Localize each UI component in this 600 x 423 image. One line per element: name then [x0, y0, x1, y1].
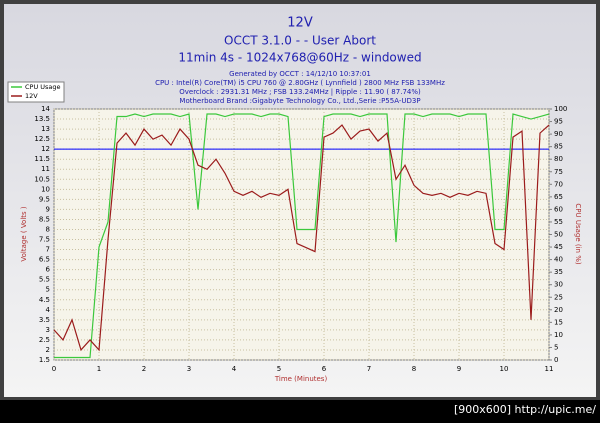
y2-tick-label: 0 — [554, 356, 558, 364]
y2-tick-label: 10 — [554, 331, 563, 339]
y-tick-label: 10.5 — [34, 175, 50, 183]
x-tick-label: 2 — [142, 365, 146, 373]
y-tick-label: 7.5 — [39, 236, 50, 244]
chart-title: 12V — [287, 16, 313, 31]
y2-tick-label: 15 — [554, 318, 563, 326]
y2-tick-label: 90 — [554, 130, 563, 138]
y-tick-label: 12.5 — [34, 135, 50, 143]
plot-area — [53, 108, 550, 361]
y-tick-label: 13.5 — [34, 115, 50, 123]
y2-tick-label: 40 — [554, 256, 563, 264]
y-tick-label: 3.5 — [39, 316, 50, 324]
y2-tick-label: 5 — [554, 343, 558, 351]
y2-tick-label: 30 — [554, 281, 563, 289]
y-tick-label: 12 — [41, 145, 50, 153]
title-line: OCCT 3.1.0 - - User Abort — [224, 34, 376, 48]
x-tick-label: 9 — [457, 365, 461, 373]
y2-tick-label: 35 — [554, 268, 563, 276]
y2-tick-label: 25 — [554, 293, 563, 301]
watermark-bar — [0, 400, 600, 419]
y-tick-label: 4 — [46, 306, 51, 314]
y-tick-label: 10 — [41, 185, 50, 193]
x-axis-label: Time (Minutes) — [274, 375, 328, 383]
y-tick-label: 9 — [46, 205, 50, 213]
y-tick-label: 2 — [46, 346, 50, 354]
legend-label: CPU Usage — [25, 83, 61, 91]
y-tick-label: 14 — [41, 105, 50, 113]
x-tick-label: 5 — [277, 365, 281, 373]
x-tick-label: 3 — [187, 365, 191, 373]
watermark: [900x600] http://upic.me/ — [454, 403, 596, 416]
x-tick-label: 11 — [545, 365, 554, 373]
subtitle-line: Overclock : 2931.31 MHz ; FSB 133.24MHz … — [179, 88, 421, 96]
y2-tick-label: 45 — [554, 243, 563, 251]
y2-tick-label: 85 — [554, 143, 563, 151]
y-tick-label: 4.5 — [39, 296, 50, 304]
y2-tick-label: 95 — [554, 118, 563, 126]
y-tick-label: 5.5 — [39, 276, 50, 284]
y-tick-label: 8.5 — [39, 215, 50, 223]
y-tick-label: 11 — [41, 165, 50, 173]
y-tick-label: 8 — [46, 225, 50, 233]
x-tick-label: 1 — [97, 365, 101, 373]
y2-tick-label: 70 — [554, 180, 563, 188]
y-tick-label: 11.5 — [34, 155, 50, 163]
subtitle-line: Generated by OCCT : 14/12/10 10:37:01 — [229, 70, 371, 78]
title-line: 11min 4s - 1024x768@60Hz - windowed — [178, 51, 421, 65]
x-tick-label: 10 — [500, 365, 509, 373]
subtitle-line: Motherboard Brand :Gigabyte Technology C… — [179, 97, 420, 105]
y-tick-label: 3 — [46, 326, 50, 334]
legend-label: 12V — [25, 92, 38, 100]
x-tick-label: 8 — [412, 365, 416, 373]
y2-tick-label: 50 — [554, 231, 563, 239]
y2-tick-label: 80 — [554, 155, 563, 163]
y2-tick-label: 65 — [554, 193, 563, 201]
x-tick-label: 0 — [52, 365, 56, 373]
subtitle-line: CPU : Intel(R) Core(TM) i5 CPU 760 @ 2.8… — [155, 79, 445, 87]
y2-tick-label: 75 — [554, 168, 563, 176]
y-tick-label: 9.5 — [39, 195, 50, 203]
y-tick-label: 2.5 — [39, 336, 50, 344]
y-tick-label: 13 — [41, 125, 50, 133]
x-tick-label: 6 — [322, 365, 327, 373]
y-tick-label: 7 — [46, 246, 50, 254]
y-tick-label: 6.5 — [39, 256, 50, 264]
series-line — [54, 113, 550, 359]
y-axis-label: Voltage ( Volts ) — [20, 206, 28, 262]
y-tick-label: 6 — [46, 266, 51, 274]
y-tick-label: 1.5 — [39, 356, 50, 364]
y2-tick-label: 20 — [554, 306, 563, 314]
y2-axis-label: CPU Usage (in %) — [574, 203, 582, 264]
x-tick-label: 4 — [232, 365, 237, 373]
y2-tick-label: 100 — [554, 105, 567, 113]
x-tick-label: 7 — [367, 365, 371, 373]
y-tick-label: 5 — [46, 286, 50, 294]
y2-tick-label: 60 — [554, 205, 563, 213]
series-line — [53, 124, 550, 352]
y2-tick-label: 55 — [554, 218, 563, 226]
